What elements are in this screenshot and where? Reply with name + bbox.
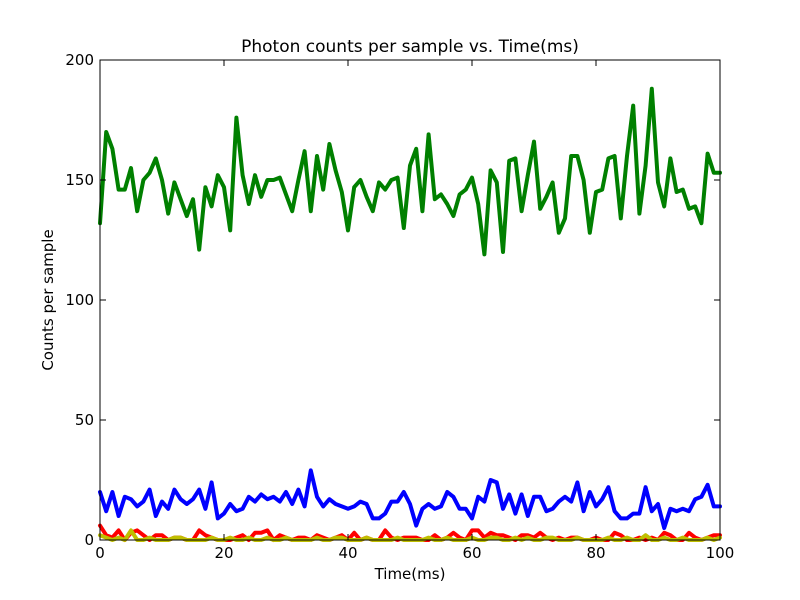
chart-title: Photon counts per sample vs. Time(ms) (241, 37, 579, 57)
tick-layer: 0 20 40 60 80 100 0 50 100 150 200 (65, 51, 734, 562)
x-tick-label: 40 (338, 544, 357, 562)
x-tick-label: 60 (462, 544, 481, 562)
y-tick-label: 200 (65, 51, 94, 69)
plot-area: 0 20 40 60 80 100 0 50 100 150 200 (65, 51, 734, 562)
axes-frame (99, 59, 721, 541)
series-line-3 (98, 523, 722, 542)
x-tick-label: 0 (95, 544, 105, 562)
y-tick-label: 50 (75, 411, 94, 429)
x-tick-label: 100 (706, 544, 735, 562)
series-line-2 (98, 468, 722, 530)
x-tick-label: 20 (214, 544, 233, 562)
x-axis-label: Time(ms) (374, 565, 446, 583)
y-tick-label: 0 (84, 531, 94, 549)
y-tick-label: 150 (65, 171, 94, 189)
y-tick-label: 100 (65, 291, 94, 309)
x-tick-label: 80 (586, 544, 605, 562)
y-axis-label: Counts per sample (39, 229, 57, 370)
axes-background (100, 60, 720, 540)
series-line-1 (98, 86, 722, 257)
